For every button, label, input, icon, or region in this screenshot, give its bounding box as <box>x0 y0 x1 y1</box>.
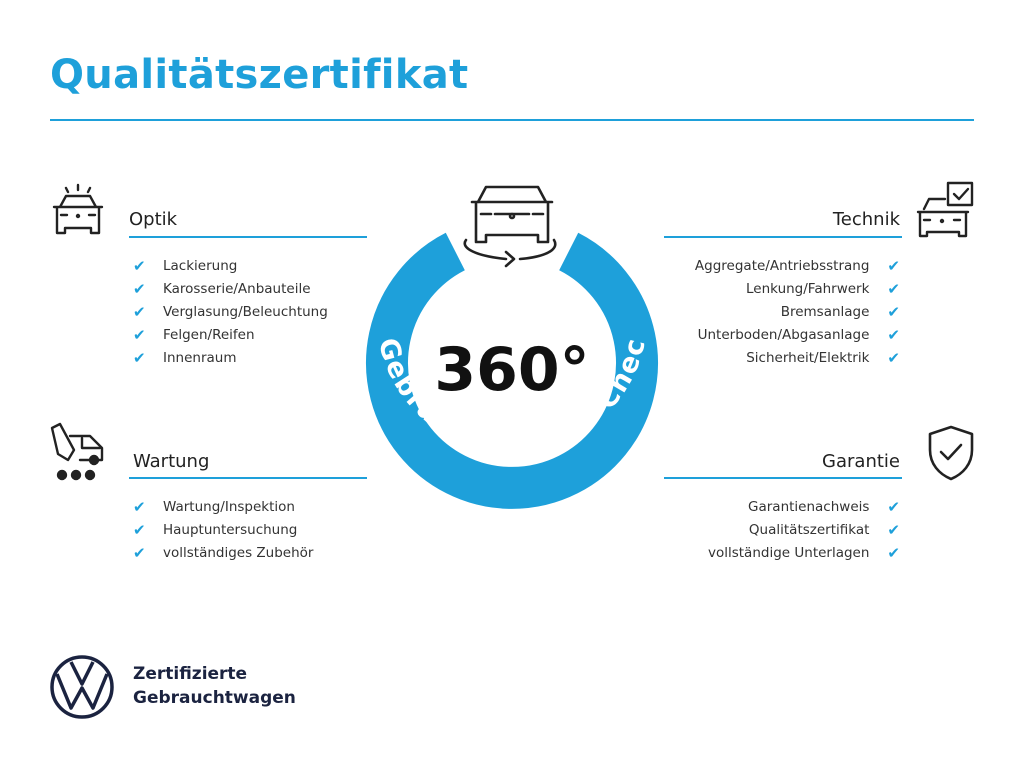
wartung-list: ✔ Wartung/Inspektion ✔ Hauptuntersuchung ✔… <box>133 496 313 565</box>
360-check-badge: Gebrauchtwagen-Check 360° <box>352 170 658 509</box>
list-item: ✔ vollständiges Zubehör <box>133 542 313 565</box>
list-item: Qualitätszertifikat ✔ <box>708 519 900 542</box>
list-item: ✔ Innenraum <box>133 347 328 370</box>
check-icon: ✔ <box>887 498 900 516</box>
check-icon: ✔ <box>887 280 900 298</box>
list-item: Lenkung/Fahrwerk ✔ <box>695 278 900 301</box>
section-title-garantie: Garantie <box>822 451 900 472</box>
service-van-icon <box>50 422 104 481</box>
technik-list: Aggregate/Antriebsstrang ✔ Lenkung/Fahrwe… <box>695 255 900 370</box>
section-title-wartung: Wartung <box>133 451 210 472</box>
check-icon: ✔ <box>133 521 146 539</box>
car-rotate-icon <box>463 185 557 268</box>
list-item: Unterboden/Abgasanlage ✔ <box>695 324 900 347</box>
list-item: ✔ Hauptuntersuchung <box>133 519 313 542</box>
check-icon: ✔ <box>887 544 900 562</box>
vw-logo <box>50 655 114 719</box>
section-title-technik: Technik <box>832 209 900 230</box>
check-icon: ✔ <box>887 326 900 344</box>
list-item: ✔ Lackierung <box>133 255 328 278</box>
section-divider <box>129 236 367 238</box>
list-item: Aggregate/Antriebsstrang ✔ <box>695 255 900 278</box>
check-icon: ✔ <box>133 280 146 298</box>
title-divider <box>50 119 974 121</box>
section-divider <box>664 236 902 238</box>
list-item: Garantienachweis ✔ <box>708 496 900 519</box>
check-icon: ✔ <box>887 257 900 275</box>
check-icon: ✔ <box>887 521 900 539</box>
list-item: vollständige Unterlagen ✔ <box>708 542 900 565</box>
check-icon: ✔ <box>133 257 146 275</box>
section-divider <box>664 477 902 479</box>
list-item: ✔ Karosserie/Anbauteile <box>133 278 328 301</box>
car-lights-icon <box>52 183 104 235</box>
check-icon: ✔ <box>133 349 146 367</box>
car-checkbox-icon <box>916 181 974 238</box>
section-title-optik: Optik <box>129 209 178 230</box>
degrees-label: 360° <box>434 335 589 405</box>
shield-check-icon <box>928 425 974 481</box>
check-icon: ✔ <box>133 498 146 516</box>
list-item: Sicherheit/Elektrik ✔ <box>695 347 900 370</box>
section-divider <box>129 477 367 479</box>
ring <box>366 232 658 509</box>
list-item: ✔ Verglasung/Beleuchtung <box>133 301 328 324</box>
check-icon: ✔ <box>133 326 146 344</box>
list-item: Bremsanlage ✔ <box>695 301 900 324</box>
page-title: Qualitätszertifikat <box>50 52 469 98</box>
list-item: ✔ Wartung/Inspektion <box>133 496 313 519</box>
check-icon: ✔ <box>887 349 900 367</box>
list-item: ✔ Felgen/Reifen <box>133 324 328 347</box>
check-icon: ✔ <box>887 303 900 321</box>
check-icon: ✔ <box>133 303 146 321</box>
brand-text: Zertifizierte Gebrauchtwagen <box>133 664 296 708</box>
optik-list: ✔ Lackierung ✔ Karosserie/Anbauteile ✔ Verg… <box>133 255 328 370</box>
check-icon: ✔ <box>133 544 146 562</box>
garantie-list: Garantienachweis ✔ Qualitätszertifikat ✔ v… <box>708 496 900 565</box>
